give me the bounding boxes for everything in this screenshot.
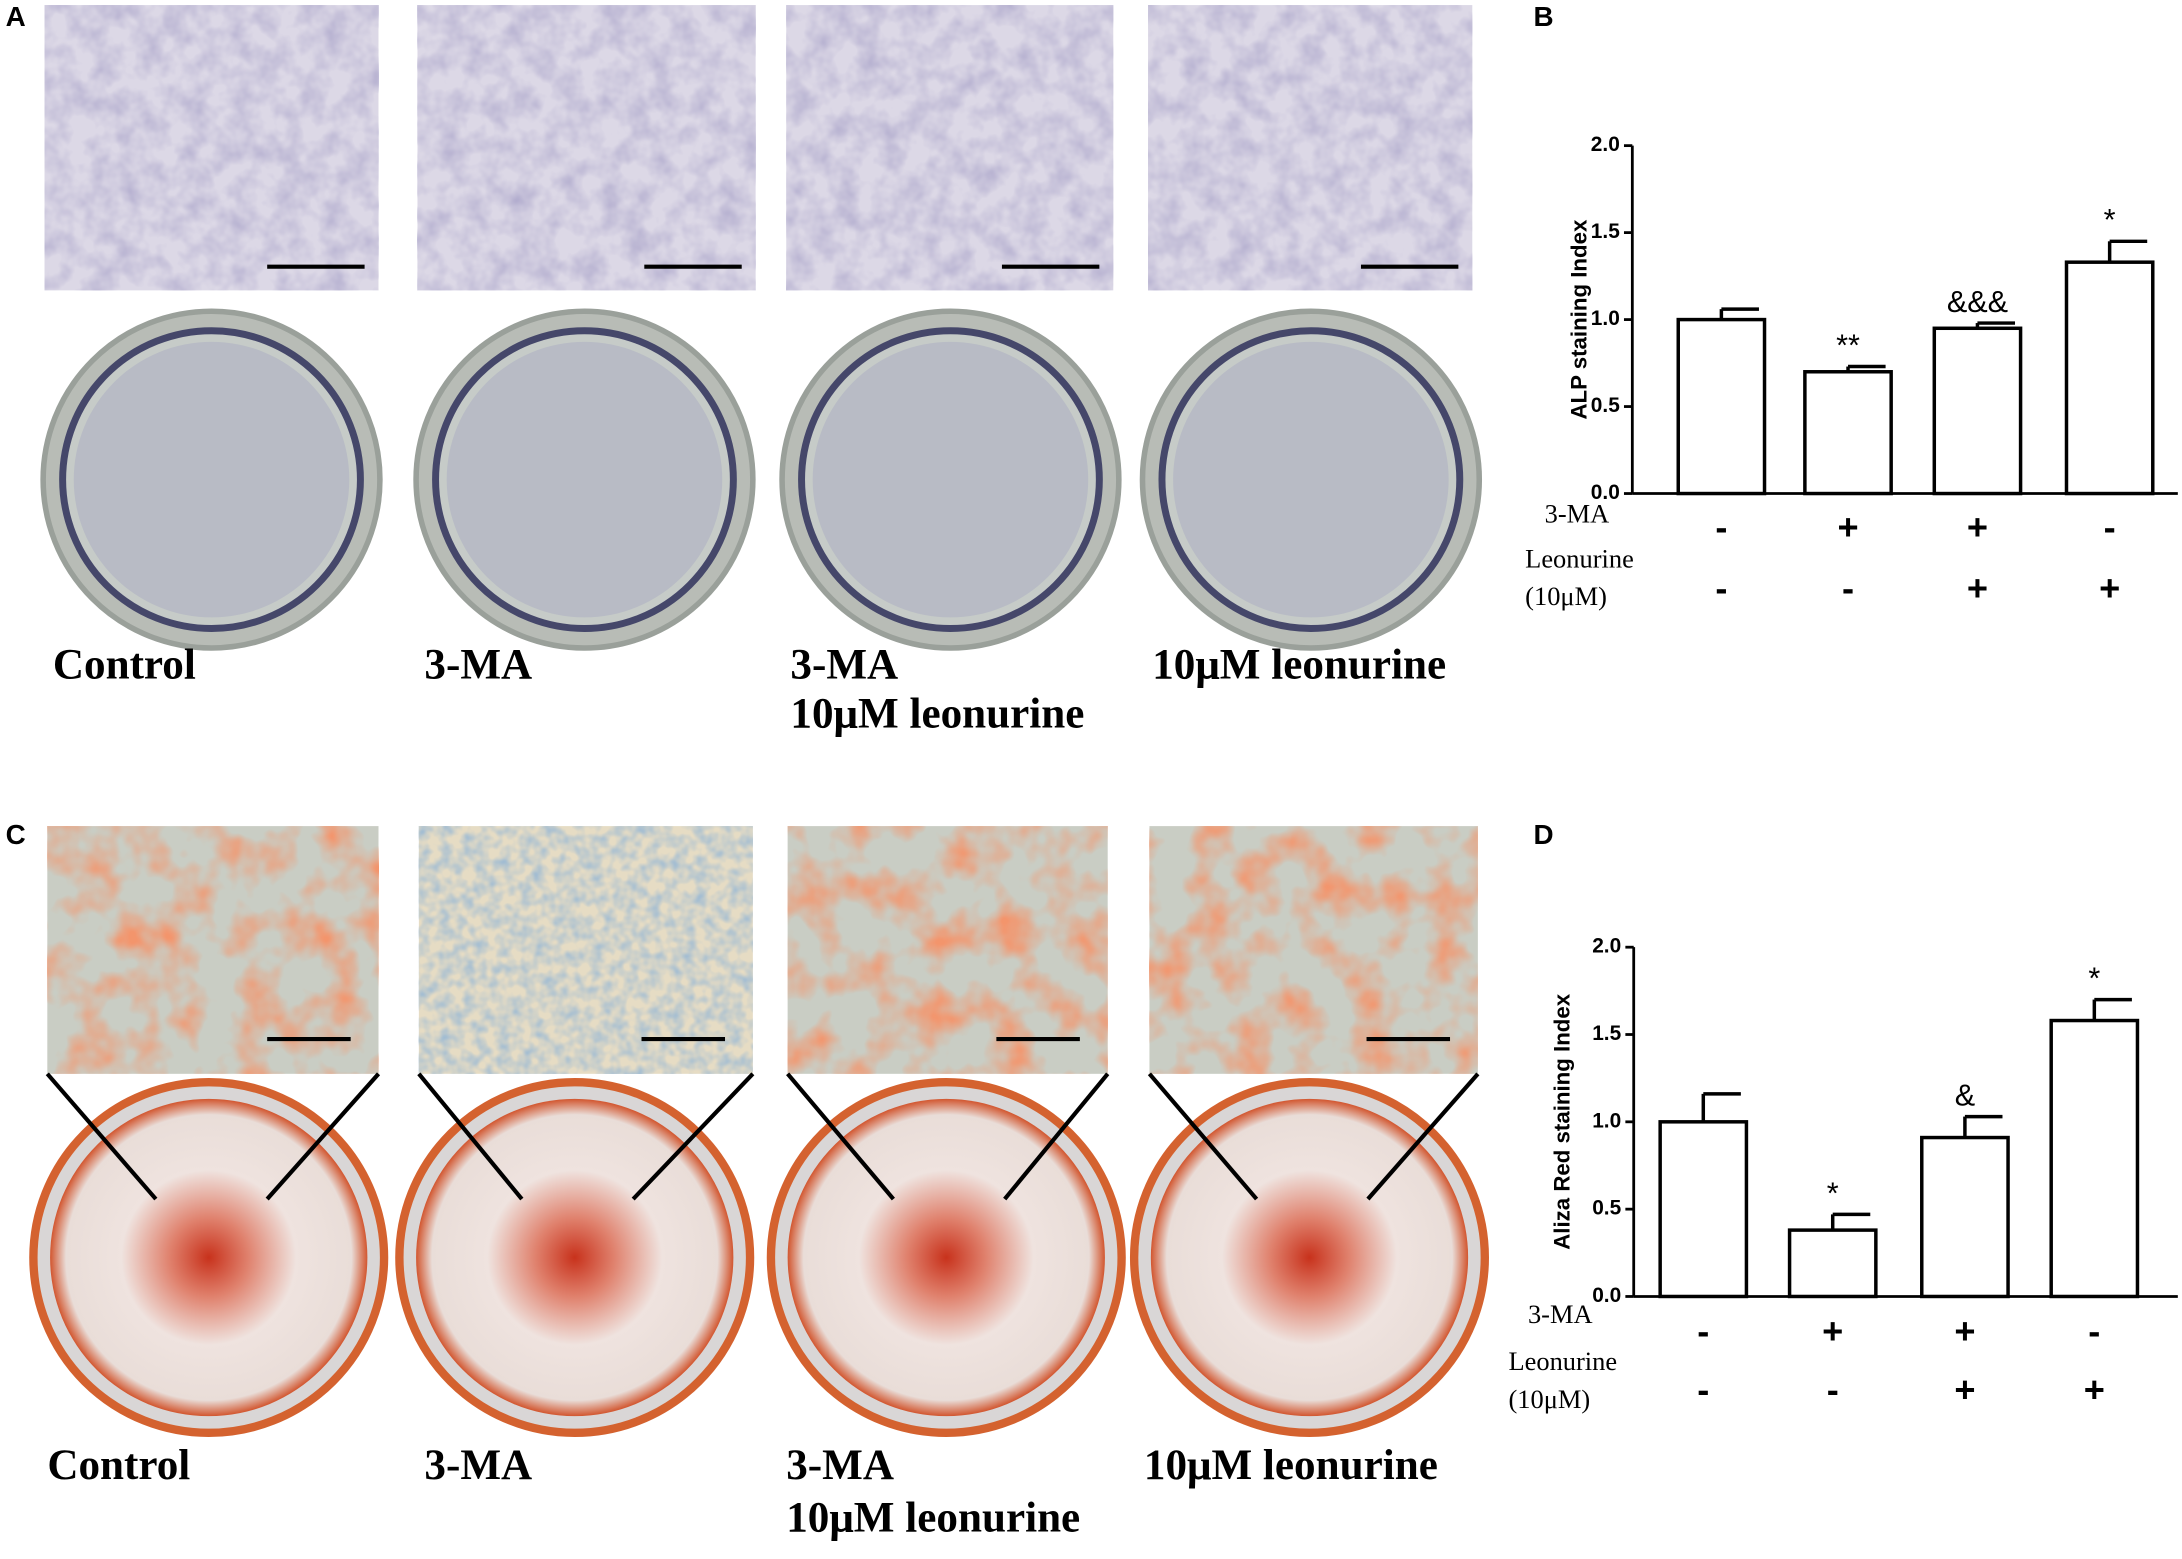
- treatment-sign: -: [2088, 1311, 2100, 1352]
- significance-label: *: [2088, 961, 2100, 995]
- bar: [2049, 1018, 2140, 1299]
- treatment-sign: -: [1842, 568, 1854, 609]
- zoom-line: [1003, 1072, 1110, 1201]
- treatment-sign: +: [1967, 506, 1988, 547]
- zoom-line: [1366, 1072, 1480, 1201]
- culture-dish-well: [787, 1098, 1105, 1417]
- treatment-sign: +: [1837, 506, 1858, 547]
- bar: [1787, 1228, 1878, 1299]
- treatment-label: Leonurine: [1525, 543, 1634, 573]
- bar: [1920, 1135, 2010, 1299]
- significance-label: *: [1827, 1176, 1839, 1210]
- treatment-sign: +: [2099, 568, 2120, 609]
- culture-dish-well: [798, 327, 1103, 632]
- treatment-sign: +: [2084, 1369, 2105, 1410]
- condition-label: 10μM leonurine: [790, 690, 1084, 737]
- treatment-sign: +: [1954, 1369, 1975, 1410]
- y-tick-label: 1.5: [1591, 220, 1620, 243]
- condition-label: 3-MA: [424, 1442, 532, 1489]
- y-tick-label: 0.5: [1591, 394, 1620, 417]
- bar: [1803, 370, 1893, 496]
- culture-dish-texture: [812, 341, 1089, 618]
- treatment-sign: -: [1697, 1369, 1709, 1410]
- condition-label: 10μM leonurine: [1144, 1442, 1438, 1489]
- condition-label: 10μM leonurine: [1152, 642, 1446, 689]
- y-tick-label: 2.0: [1591, 133, 1620, 156]
- culture-dish-texture: [446, 341, 723, 618]
- panel-letter: A: [6, 1, 26, 32]
- micrograph-texture: [786, 5, 1114, 291]
- treatment-sign: -: [1827, 1369, 1839, 1410]
- zoom-line: [1147, 1072, 1259, 1201]
- condition-label: 3-MA: [790, 642, 898, 689]
- condition-label: 3-MA: [424, 642, 532, 689]
- micrograph-texture: [44, 5, 379, 291]
- y-tick-label: 2.0: [1592, 935, 1621, 958]
- y-tick-label: 0.5: [1592, 1197, 1621, 1220]
- treatment-sign: -: [1697, 1311, 1709, 1352]
- y-axis-label: ALP staining Index: [1566, 219, 1591, 419]
- bar: [1658, 1120, 1749, 1299]
- culture-dish-texture: [73, 341, 350, 618]
- treatment-label: (10μM): [1508, 1384, 1590, 1414]
- bar: [1932, 326, 2023, 496]
- condition-label: Control: [47, 1442, 190, 1489]
- treatment-sign: +: [1822, 1311, 1843, 1352]
- culture-dish-well: [50, 1098, 368, 1417]
- bar: [1676, 317, 1767, 496]
- culture-dish-well: [1158, 327, 1464, 632]
- significance-label: *: [2104, 203, 2116, 237]
- y-tick-label: 1.5: [1592, 1022, 1621, 1045]
- significance-label: &&&: [1947, 285, 2008, 319]
- panel-letter: C: [6, 819, 26, 850]
- micrograph-texture: [47, 826, 379, 1074]
- micrograph-texture: [417, 5, 756, 291]
- y-tick-label: 1.0: [1591, 307, 1620, 330]
- micrograph-texture: [1149, 826, 1478, 1074]
- culture-dish-well: [1150, 1098, 1469, 1417]
- significance-label: **: [1836, 328, 1860, 362]
- condition-label: 10μM leonurine: [786, 1495, 1080, 1542]
- culture-dish-well: [59, 327, 364, 632]
- culture-dish-texture: [1173, 341, 1449, 618]
- zoom-line: [45, 1072, 158, 1201]
- treatment-sign: -: [2104, 506, 2116, 547]
- treatment-sign: +: [1954, 1311, 1975, 1352]
- treatment-label: 3-MA: [1528, 1299, 1593, 1329]
- treatment-sign: -: [1715, 568, 1727, 609]
- treatment-label: 3-MA: [1545, 499, 1610, 529]
- micrograph-texture: [1148, 5, 1473, 291]
- micrograph-texture: [418, 826, 753, 1074]
- zoom-line: [631, 1072, 755, 1201]
- y-tick-label: 0.0: [1591, 481, 1620, 504]
- y-tick-label: 0.0: [1592, 1284, 1621, 1307]
- bar: [2064, 260, 2155, 496]
- treatment-label: (10μM): [1525, 581, 1607, 611]
- treatment-label: Leonurine: [1508, 1346, 1617, 1376]
- condition-label: Control: [53, 642, 196, 689]
- treatment-sign: +: [1967, 568, 1988, 609]
- panel-letter: D: [1534, 819, 1554, 850]
- y-axis-label: Aliza Red staining Index: [1550, 993, 1575, 1250]
- zoom-line: [265, 1072, 381, 1201]
- y-tick-label: 1.0: [1592, 1109, 1621, 1132]
- culture-dish-well: [432, 327, 737, 632]
- treatment-sign: -: [1715, 506, 1727, 547]
- significance-label: &: [1955, 1078, 1975, 1112]
- zoom-line: [786, 1072, 895, 1201]
- zoom-line: [417, 1072, 524, 1201]
- micrograph-texture: [787, 826, 1108, 1074]
- condition-label: 3-MA: [786, 1442, 894, 1489]
- panel-letter: B: [1534, 1, 1554, 32]
